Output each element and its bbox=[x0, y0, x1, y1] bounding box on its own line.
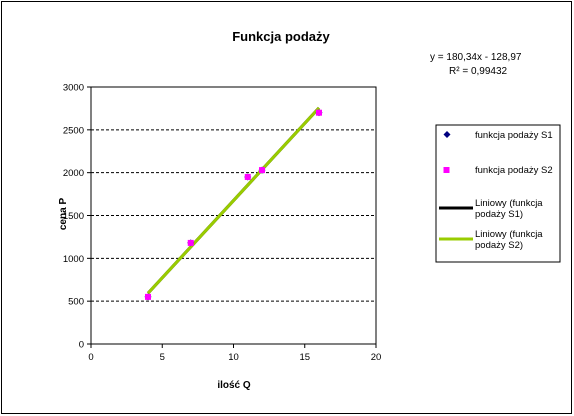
x-tick-label-0: 0 bbox=[88, 352, 93, 363]
trend-line-2 bbox=[146, 106, 321, 295]
gridlines bbox=[91, 129, 376, 302]
point-s2-3 bbox=[259, 167, 265, 174]
legend-label-trend-s2-line1: Liniowy (funkcja bbox=[475, 229, 543, 240]
x-axis-ticks: 0 5 10 15 20 bbox=[88, 344, 381, 363]
y-tick-label-6: 3000 bbox=[63, 83, 84, 94]
y-tick-label-3: 1500 bbox=[63, 211, 84, 222]
legend-label-s1: funkcja podaży S1 bbox=[475, 130, 553, 141]
y-tick-label-1: 500 bbox=[68, 297, 84, 308]
point-s2-1 bbox=[187, 239, 194, 246]
trend-lines bbox=[146, 106, 321, 295]
x-tick-label-2: 10 bbox=[228, 352, 239, 363]
legend-label-s2: funkcja podaży S2 bbox=[475, 165, 553, 176]
legend-marker-s2 bbox=[443, 167, 450, 173]
legend: funkcja podaży S1 funkcja podaży S2 Lini… bbox=[435, 124, 561, 263]
y-tick-label-4: 2000 bbox=[63, 168, 84, 179]
x-tick-label-1: 5 bbox=[160, 352, 165, 363]
y-tick-label-2: 1000 bbox=[63, 254, 84, 265]
point-s2-0 bbox=[145, 293, 151, 300]
y-tick-label-5: 2500 bbox=[63, 125, 84, 136]
point-s2-4 bbox=[316, 109, 322, 116]
legend-label-trend-s1-line2: podaży S1) bbox=[475, 209, 523, 220]
x-axis-title: ilość Q bbox=[217, 380, 251, 391]
point-s2-2 bbox=[244, 173, 251, 180]
x-tick-label-4: 20 bbox=[371, 352, 382, 363]
y-axis-title: cena P bbox=[58, 198, 69, 231]
legend-label-trend-s2-line2: podaży S2) bbox=[475, 240, 523, 251]
trend-r-squared: R² = 0,99432 bbox=[449, 66, 508, 77]
x-tick-label-3: 15 bbox=[299, 352, 310, 363]
chart-title: Funkcja podaży bbox=[232, 29, 330, 44]
y-tick-label-0: 0 bbox=[79, 340, 84, 351]
data-points bbox=[144, 109, 323, 301]
legend-label-trend-s1-line1: Liniowy (funkcja bbox=[475, 198, 543, 209]
trend-equation: y = 180,34x - 128,97 bbox=[430, 52, 522, 63]
y-axis-ticks: 0 500 1000 1500 2000 2500 3000 bbox=[63, 83, 91, 351]
legend-marker-s1 bbox=[443, 131, 451, 138]
